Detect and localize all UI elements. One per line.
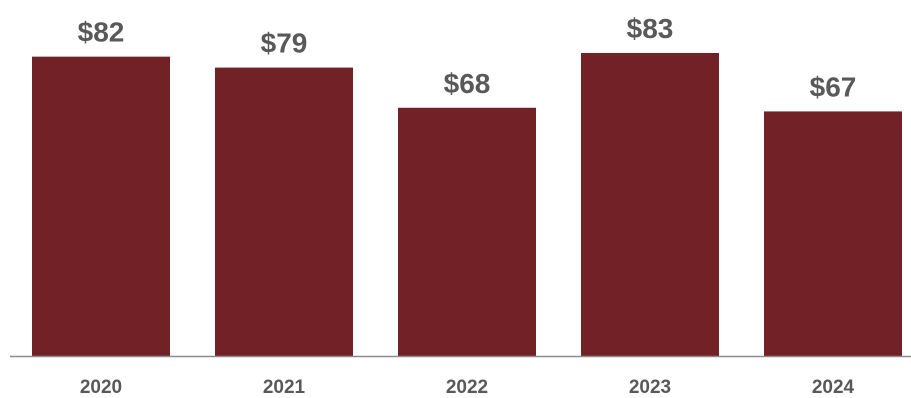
bar-2021 [215, 67, 353, 356]
value-label-2022: $68 [444, 68, 491, 99]
x-tick-label-2021: 2021 [263, 377, 306, 398]
bar-2022 [398, 107, 536, 356]
value-labels-group: $82 $79 $68 $83 $67 [78, 13, 857, 102]
value-label-2023: $83 [627, 13, 674, 44]
bar-2023 [581, 53, 719, 356]
bar-2024 [764, 111, 902, 356]
x-tick-label-2023: 2023 [629, 377, 671, 398]
bar-2020 [32, 56, 170, 356]
value-label-2020: $82 [78, 17, 125, 48]
x-tick-label-2020: 2020 [80, 377, 122, 398]
x-tick-labels-group: 2020 2021 2022 2023 2024 [80, 377, 855, 398]
bars-group [32, 53, 902, 356]
value-label-2024: $67 [810, 71, 857, 102]
x-tick-label-2024: 2024 [812, 377, 855, 398]
value-label-2021: $79 [261, 28, 308, 59]
x-tick-label-2022: 2022 [446, 377, 488, 398]
